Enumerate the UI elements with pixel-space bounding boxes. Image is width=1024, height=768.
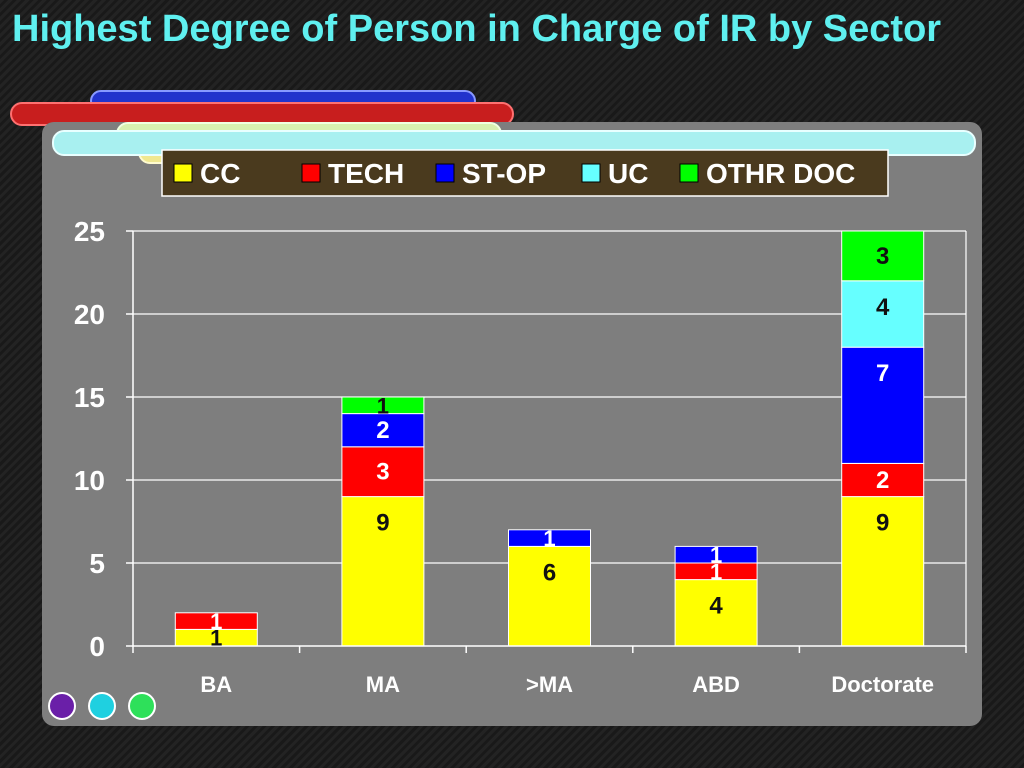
legend-label: UC xyxy=(608,158,648,189)
bar-segment xyxy=(341,496,425,647)
data-label: 1 xyxy=(710,543,722,568)
bar-segment xyxy=(341,413,425,448)
data-label: 2 xyxy=(876,467,889,494)
y-tick-label: 20 xyxy=(74,299,105,330)
data-label: 1 xyxy=(710,559,722,584)
data-label: 3 xyxy=(376,459,389,486)
legend-swatch xyxy=(173,163,193,183)
slide-title: Highest Degree of Person in Charge of IR… xyxy=(12,8,942,50)
x-tick-label: BA xyxy=(200,672,232,697)
legend-swatch xyxy=(435,163,455,183)
cyan-dot-icon xyxy=(88,692,116,720)
bar-segment xyxy=(174,612,258,630)
bar-segment xyxy=(341,396,425,415)
data-label: 1 xyxy=(210,609,222,634)
bar-segment xyxy=(674,545,758,564)
legend-label: OTHR DOC xyxy=(706,158,855,189)
data-label: 2 xyxy=(376,417,389,444)
bar-segment xyxy=(841,496,925,647)
data-label: 9 xyxy=(876,510,889,537)
data-label: 9 xyxy=(376,510,389,537)
y-tick-label: 25 xyxy=(74,216,105,247)
legend-label: CC xyxy=(200,158,240,189)
gridlines xyxy=(133,230,967,646)
data-label: 4 xyxy=(876,294,890,321)
purple-dot-icon xyxy=(48,692,76,720)
data-label: 1 xyxy=(377,393,389,418)
x-tick-label: MA xyxy=(366,672,400,697)
bar-segment xyxy=(841,462,925,498)
y-tick-label: 0 xyxy=(89,631,105,662)
x-tick-label: >MA xyxy=(526,672,573,697)
y-tick-label: 10 xyxy=(74,465,105,496)
data-label: 4 xyxy=(709,593,723,620)
bar-segment xyxy=(341,446,425,498)
data-label: 1 xyxy=(210,626,222,651)
bar-segment xyxy=(508,529,591,547)
bar-segments xyxy=(174,230,925,647)
bar-segment xyxy=(674,579,758,647)
green-dot-icon xyxy=(128,692,156,720)
legend-label: ST-OP xyxy=(462,158,546,189)
data-label: 1 xyxy=(543,526,555,551)
legend-swatch xyxy=(301,163,321,183)
legend-swatch xyxy=(581,163,601,183)
legend: CC TECH ST-OP UC OTHR DOC xyxy=(161,149,889,197)
data-label: 6 xyxy=(543,559,556,586)
bar-segment xyxy=(508,545,591,647)
legend-box xyxy=(161,149,889,197)
y-tick-label: 5 xyxy=(89,548,105,579)
x-tick-label: ABD xyxy=(692,672,740,697)
bar-segment xyxy=(841,230,925,282)
y-tick-label: 15 xyxy=(74,382,105,413)
legend-swatch xyxy=(679,163,699,183)
data-label: 3 xyxy=(876,243,889,270)
data-label: 7 xyxy=(876,360,889,387)
legend-label: TECH xyxy=(328,158,404,189)
x-tick-label: Doctorate xyxy=(831,672,934,697)
axes: 0 5 10 15 20 25 BA MA >MA ABD Doctorate xyxy=(74,216,967,697)
